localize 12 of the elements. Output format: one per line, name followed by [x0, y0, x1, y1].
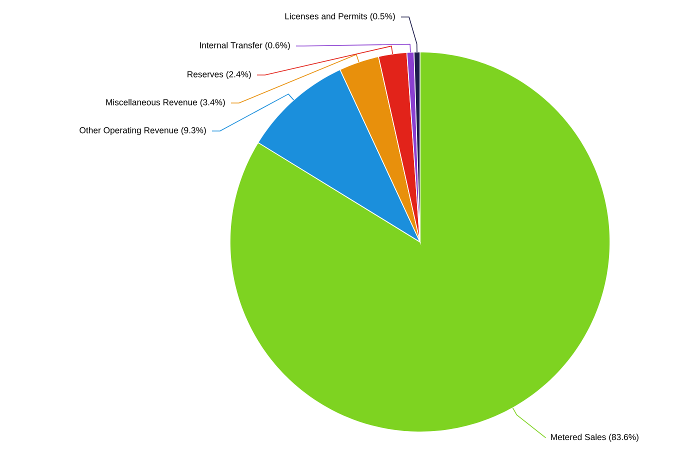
- data-label: (0.6%): [265, 42, 290, 50]
- data-label: (0.5%): [370, 12, 395, 22]
- slice-label: Licenses and Permits: [285, 12, 368, 20]
- slice-label: Metered Sales: [551, 434, 606, 440]
- slice-label: Miscellaneous Revenue: [106, 98, 198, 106]
- slice-label: Reserves: [188, 71, 224, 78]
- data-label: (9.3%): [181, 126, 206, 136]
- slice-label: Other Operating Revenue: [80, 126, 178, 136]
- data-label: (3.4%): [200, 98, 225, 108]
- data-label: (83.6%): [609, 434, 638, 442]
- slice-label: Internal Transfer: [200, 42, 262, 48]
- data-label: (2.4%): [226, 70, 251, 80]
